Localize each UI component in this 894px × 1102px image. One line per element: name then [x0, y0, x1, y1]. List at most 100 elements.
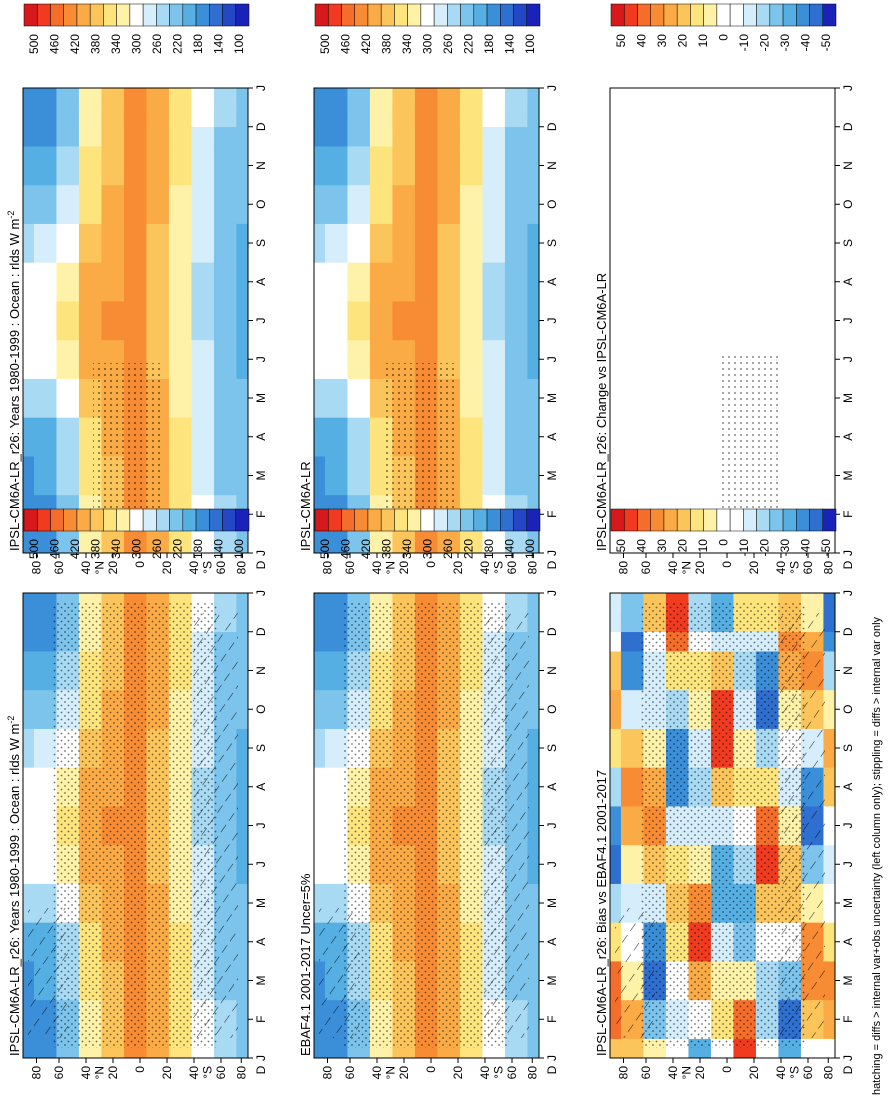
colorbar-swatch	[486, 508, 501, 532]
heat-cell	[778, 378, 802, 418]
heat-cell	[504, 300, 529, 341]
colorbar-swatch	[327, 3, 342, 27]
colorbar-swatch	[76, 3, 91, 27]
heat-cell	[236, 805, 249, 846]
colorbar-swatch	[743, 508, 757, 532]
month-axis-end-label: D	[254, 1065, 268, 1074]
month-tick-label: N	[545, 666, 559, 675]
colorbar-swatch	[650, 508, 665, 532]
colorbar-swatch	[209, 508, 223, 532]
heat-cell	[665, 262, 690, 302]
heat-cell	[414, 184, 439, 224]
month-tick-label: M	[254, 898, 268, 908]
heat-cell	[369, 145, 394, 186]
heat-cell	[755, 87, 780, 128]
stipple-overlay	[53, 603, 218, 1048]
colorbar-label: 100	[523, 539, 537, 559]
lat-tick-label: 60	[801, 561, 815, 575]
heat-cell	[643, 417, 667, 457]
month-tick-label: J	[545, 356, 559, 362]
heat-cell	[665, 145, 690, 186]
heat-cell	[392, 145, 416, 186]
colorbar-label: 10	[696, 539, 710, 553]
heat-cell	[823, 300, 836, 341]
colorbar-abs: 500 460 420 380 340 300 260 220 180 140 100	[23, 3, 250, 54]
heat-cell	[527, 960, 540, 1001]
colorbar-swatch	[63, 3, 78, 27]
month-tick-label: J	[841, 1055, 855, 1061]
heat-cell	[236, 883, 249, 923]
month-tick-label: J	[545, 823, 559, 829]
heat-cell	[665, 417, 690, 457]
colorbar-label: 220	[461, 539, 475, 559]
heat-cell	[459, 145, 484, 186]
hatch-overlay	[193, 613, 238, 1038]
heat-cell	[56, 223, 80, 263]
colorbar-label: 300	[421, 34, 435, 54]
colorbar-swatch	[142, 3, 157, 27]
heat-cell	[168, 87, 193, 128]
month-tick-label: A	[841, 433, 855, 441]
colorbar-label: 140	[211, 34, 225, 54]
heat-cell	[414, 262, 439, 302]
hatch-overlay	[615, 908, 655, 1038]
heat-cell	[56, 87, 80, 128]
heat-cell	[324, 378, 349, 418]
heat-cell	[665, 455, 690, 496]
heat-cell	[778, 339, 802, 379]
heat-cell	[236, 1038, 249, 1059]
colorbar-label: 420	[68, 539, 82, 559]
lat-tick-label: 0	[720, 561, 734, 568]
month-tick-label: J	[545, 550, 559, 556]
heat-cell	[324, 339, 349, 379]
heat-cell	[236, 378, 249, 418]
lat-hemisphere-label: °N	[384, 561, 398, 574]
month-tick-label: D	[545, 627, 559, 636]
lat-tick-label: 80	[321, 561, 335, 575]
month-tick-label: A	[254, 783, 268, 791]
colorbar-label: 260	[150, 34, 164, 54]
heat-cell	[213, 455, 238, 496]
heat-cell	[755, 300, 780, 341]
heat-cell	[459, 339, 484, 379]
lat-tick-label: 60	[639, 561, 653, 575]
lat-tick-label: 40	[666, 561, 680, 575]
colorbar-swatch	[420, 508, 435, 532]
lat-tick-label: 60	[343, 1066, 357, 1080]
heat-cell	[213, 184, 238, 224]
colorbar-swatch	[36, 3, 51, 27]
heat-cell	[527, 883, 540, 923]
heat-cell	[101, 300, 125, 341]
colorbar-label: 220	[170, 539, 184, 559]
colorbar-swatch	[460, 3, 475, 27]
month-axis-end-label: D	[545, 560, 559, 569]
heat-cell	[392, 223, 416, 263]
colorbar-swatch	[63, 508, 78, 532]
colorbar-label: -10	[737, 34, 751, 52]
heat-cell	[504, 184, 529, 224]
colorbar-label: -30	[778, 539, 792, 557]
heat-cell	[688, 223, 712, 263]
heat-cell	[778, 223, 802, 263]
heat-cell	[459, 223, 484, 263]
month-tick-label: A	[545, 783, 559, 791]
heat-cell	[392, 184, 416, 224]
heat-cell	[392, 87, 416, 128]
month-axis-end-label: D	[841, 1065, 855, 1074]
heat-cell	[56, 339, 80, 379]
heat-cell	[78, 184, 103, 224]
colorbar-swatch	[769, 3, 784, 27]
heat-cell	[101, 223, 125, 263]
colorbar-swatch	[195, 508, 210, 532]
lat-tick-label: 20	[747, 1066, 761, 1080]
colorbar-swatch	[526, 508, 541, 532]
lat-tick-label: 0	[424, 561, 438, 568]
lat-tick-label: 40	[370, 561, 384, 575]
heat-cell	[56, 378, 80, 418]
heat-cell	[146, 87, 170, 128]
lat-tick-label: 60	[52, 561, 66, 575]
heat-cell	[504, 145, 529, 186]
colorbar-diff: 50 40 30 20 10 0 -10 -20 -30 -40 -50	[610, 3, 837, 52]
colorbar-abs: 500 460 420 380 340 300 260 220 180 140 100	[314, 508, 541, 559]
